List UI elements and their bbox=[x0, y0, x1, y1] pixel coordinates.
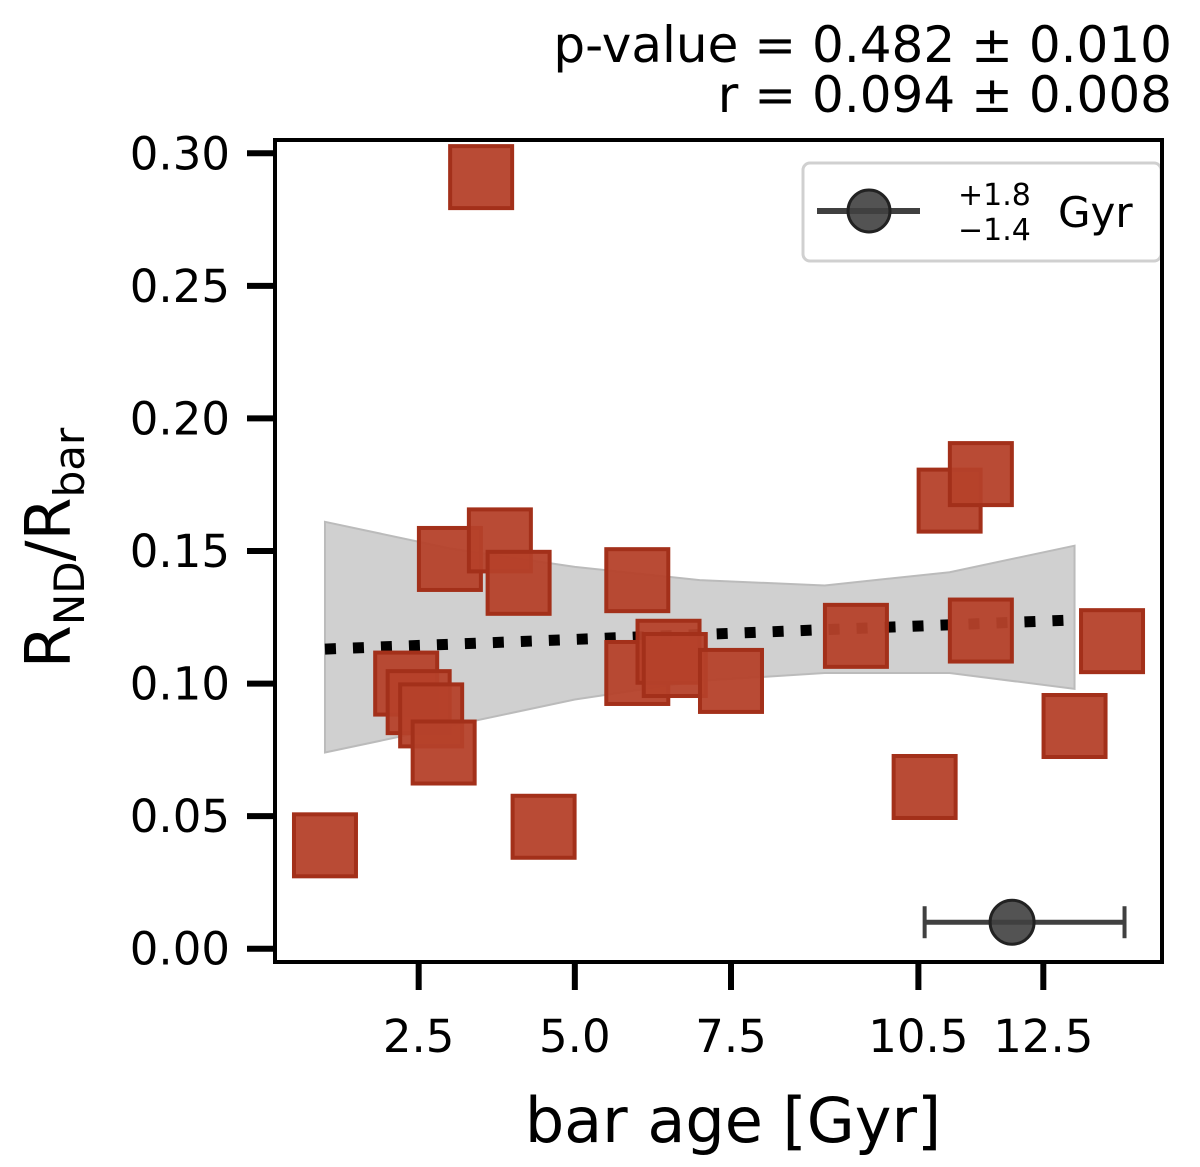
y-axis-label-slash: /R bbox=[12, 497, 85, 561]
data-point bbox=[291, 812, 358, 879]
data-point bbox=[697, 647, 764, 714]
data-point bbox=[1041, 693, 1108, 760]
x-tick-label: 2.5 bbox=[383, 1010, 455, 1063]
y-tick-label: 0.15 bbox=[130, 525, 230, 578]
y-tick-label: 0.20 bbox=[130, 392, 230, 445]
y-tick-label: 0.00 bbox=[130, 923, 230, 976]
legend-label-unit: Gyr bbox=[1058, 188, 1133, 237]
data-point bbox=[448, 144, 515, 211]
y-axis-label: RND/Rbar bbox=[12, 427, 94, 668]
data-point bbox=[947, 597, 1014, 664]
p-value-label: p-value = 0.482 ± 0.010 bbox=[553, 16, 1172, 74]
data-point bbox=[641, 632, 708, 699]
legend-marker bbox=[846, 188, 892, 234]
x-tick-label: 12.5 bbox=[993, 1010, 1093, 1063]
error-marker bbox=[988, 898, 1036, 946]
data-point bbox=[410, 719, 477, 786]
data-point bbox=[485, 549, 552, 616]
y-axis-label-main: R bbox=[12, 625, 85, 668]
legend-label-sub: −1.4 bbox=[958, 213, 1031, 248]
data-point bbox=[510, 793, 577, 860]
data-point bbox=[604, 547, 671, 614]
y-tick-label: 0.30 bbox=[130, 127, 230, 180]
y-tick-label: 0.05 bbox=[130, 790, 230, 843]
y-axis-label-sub1: ND bbox=[45, 561, 94, 625]
x-axis-label: bar age [Gyr] bbox=[525, 1084, 941, 1157]
x-tick-label: 10.5 bbox=[868, 1010, 968, 1063]
correlation-label: r = 0.094 ± 0.008 bbox=[717, 66, 1172, 124]
y-axis-label-sub2: bar bbox=[45, 427, 94, 497]
data-point bbox=[1079, 608, 1146, 675]
legend-label-sup: +1.8 bbox=[958, 178, 1031, 213]
x-tick-label: 7.5 bbox=[695, 1010, 767, 1063]
data-point bbox=[822, 602, 889, 669]
data-point bbox=[891, 753, 958, 820]
data-point bbox=[947, 441, 1014, 508]
x-tick-label: 5.0 bbox=[539, 1010, 611, 1063]
y-tick-label: 0.25 bbox=[130, 260, 230, 313]
y-tick-label: 0.10 bbox=[130, 658, 230, 711]
